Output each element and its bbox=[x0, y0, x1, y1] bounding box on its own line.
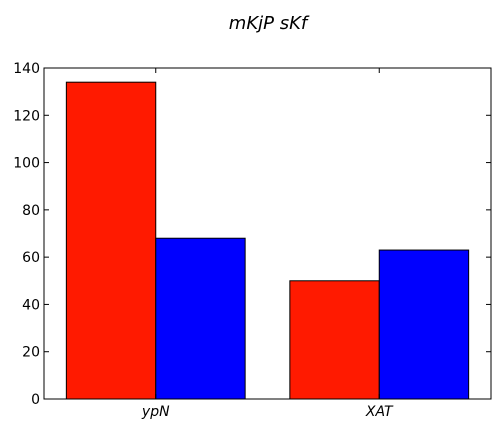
bar-XAT-series-1 bbox=[289, 280, 380, 400]
y-tick-label: 80 bbox=[22, 203, 40, 219]
bar-ypN-series-2 bbox=[155, 237, 246, 400]
y-tick-label: 40 bbox=[22, 297, 40, 313]
y-tick-label: 140 bbox=[13, 61, 40, 77]
x-tick-label-ypN: ypN bbox=[141, 404, 170, 420]
y-tick-label: 20 bbox=[22, 345, 40, 361]
bar-XAT-series-2 bbox=[378, 249, 470, 400]
bars-layer bbox=[65, 81, 470, 400]
bar-ypN-series-1 bbox=[65, 81, 157, 400]
plot-frame bbox=[43, 67, 492, 400]
x-tick-label-XAT: XAT bbox=[365, 404, 394, 420]
y-tick-label: 60 bbox=[22, 250, 40, 266]
chart-title: mKjP sKf bbox=[229, 13, 310, 34]
y-tick-label: 0 bbox=[31, 392, 40, 408]
axes-layer: 0 20 40 60 80 100 120 140 ypN XAT bbox=[13, 61, 492, 420]
y-tick-label: 100 bbox=[13, 156, 40, 172]
y-tick-label: 120 bbox=[13, 108, 40, 124]
